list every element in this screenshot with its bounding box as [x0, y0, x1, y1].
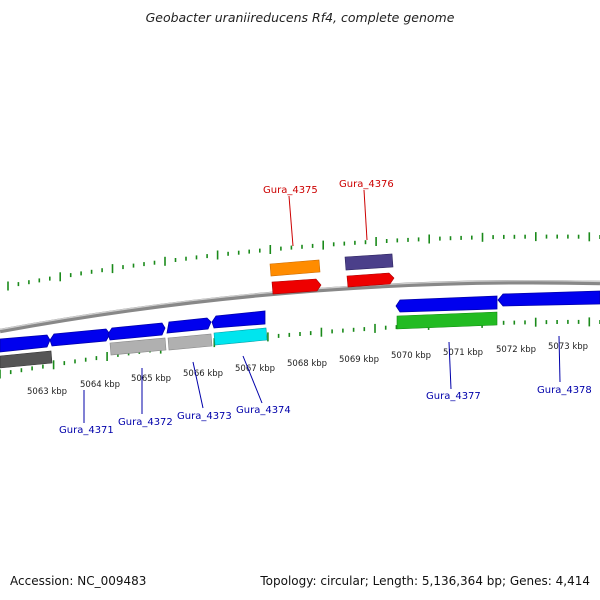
kbp-label: 5070 kbp — [391, 351, 431, 361]
reverse-strand-genes — [269, 253, 395, 295]
kbp-label: 5064 kbp — [80, 380, 120, 390]
gene-label[interactable]: Gura_4371 — [59, 425, 114, 436]
gene-block[interactable] — [269, 259, 321, 277]
topology-summary: Topology: circular; Length: 5,136,364 bp… — [260, 574, 590, 588]
kbp-label: 5073 kbp — [548, 342, 588, 352]
kbp-label: 5069 kbp — [339, 355, 379, 365]
gene-arrow[interactable] — [107, 322, 166, 341]
gene-block[interactable] — [167, 333, 213, 351]
gene-block[interactable] — [344, 253, 394, 271]
gene-arrow[interactable] — [49, 328, 111, 347]
kbp-label: 5071 kbp — [443, 348, 483, 358]
gene-label[interactable]: Gura_4372 — [118, 417, 173, 428]
genome-title: Geobacter uraniireducens Rf4, complete g… — [145, 10, 455, 25]
gene-label[interactable]: Gura_4376 — [339, 179, 394, 190]
gene-arrow[interactable] — [0, 334, 51, 353]
outer-tick-ring — [7, 232, 600, 291]
kbp-label: 5065 kbp — [131, 374, 171, 384]
kbp-label: 5068 kbp — [287, 359, 327, 369]
gene-label[interactable]: Gura_4378 — [537, 385, 592, 396]
kbp-label: 5067 kbp — [235, 364, 275, 374]
forward-strand-genes — [0, 290, 600, 353]
gene-label[interactable]: Gura_4375 — [263, 185, 318, 196]
gene-arrow[interactable] — [271, 278, 322, 295]
gene-label[interactable]: Gura_4377 — [426, 391, 481, 402]
gene-labels: Gura_4375 Gura_4376 Gura_4371 Gura_4372 … — [59, 179, 592, 436]
kbp-label: 5063 kbp — [27, 387, 67, 397]
kbp-scale-labels: 5063 kbp 5064 kbp 5065 kbp 5066 kbp 5067… — [27, 342, 588, 397]
gene-arrow[interactable] — [346, 272, 395, 288]
gene-block[interactable] — [109, 337, 167, 356]
gene-arrow[interactable] — [211, 310, 266, 329]
gene-arrow[interactable] — [395, 295, 498, 313]
label-leaders — [83, 189, 561, 423]
gene-block[interactable] — [0, 350, 53, 369]
gene-arrow[interactable] — [166, 317, 212, 334]
gene-block[interactable] — [213, 327, 268, 346]
inner-row-genes — [0, 311, 498, 369]
gene-block[interactable] — [396, 311, 498, 330]
accession-text: Accession: NC_009483 — [10, 574, 147, 588]
gene-label[interactable]: Gura_4374 — [236, 405, 291, 416]
gene-arrow[interactable] — [497, 290, 600, 307]
kbp-label: 5072 kbp — [496, 345, 536, 355]
kbp-label: 5066 kbp — [183, 369, 223, 379]
gene-label[interactable]: Gura_4373 — [177, 411, 232, 422]
